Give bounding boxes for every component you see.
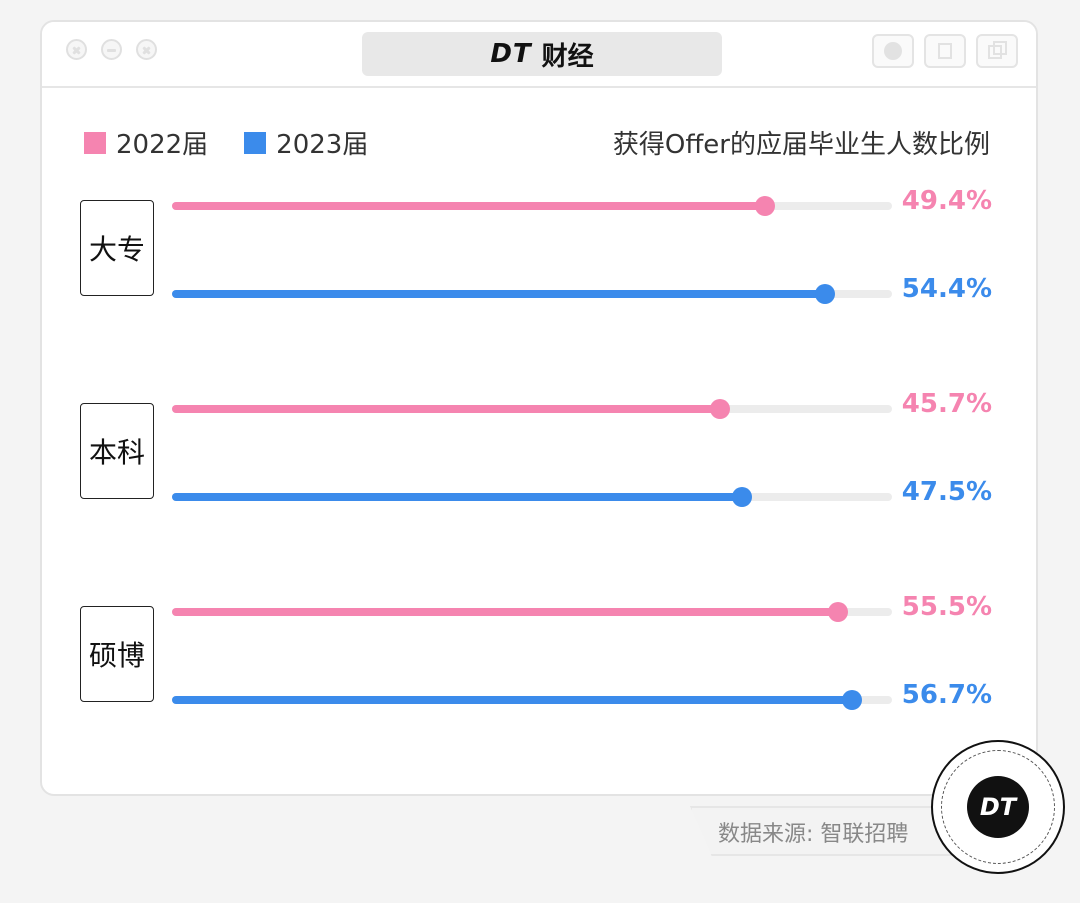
logo-badge-ring	[941, 750, 1055, 864]
category-label: 本科	[80, 403, 154, 499]
logo-badge-text: DT	[979, 793, 1017, 821]
maximize-icon[interactable]	[136, 39, 157, 60]
logo-badge-core: DT	[967, 776, 1029, 838]
bar-end-marker	[828, 602, 848, 622]
bar-end-marker	[842, 690, 862, 710]
brand-logo: DT	[490, 39, 532, 69]
brand-name: 财经	[541, 41, 594, 72]
bar-end-marker	[710, 399, 730, 419]
legend-swatch	[84, 131, 106, 154]
bar	[172, 696, 852, 704]
bar-end-marker	[815, 284, 835, 304]
data-label: 54.4%	[901, 274, 992, 304]
chart-title: 获得Offer的应届毕业生人数比例	[612, 130, 990, 160]
bar-track	[172, 284, 892, 304]
data-label: 47.5%	[901, 477, 992, 507]
category-label: 硕博	[80, 606, 154, 702]
copy-icon[interactable]	[976, 34, 1018, 68]
data-label: 55.5%	[901, 592, 992, 622]
bar-track	[172, 196, 892, 216]
share-icon[interactable]	[924, 34, 966, 68]
source-text: 数据来源: 智联招聘	[718, 822, 909, 847]
legend-swatch	[244, 131, 267, 154]
category-label: 大专	[80, 200, 154, 296]
minimize-icon[interactable]	[101, 39, 122, 60]
close-icon[interactable]	[66, 39, 87, 60]
brand-title: DT 财经	[362, 32, 722, 76]
data-label: 56.7%	[901, 680, 992, 710]
bar	[172, 608, 838, 616]
window-controls	[66, 39, 157, 60]
chart-window: DT 财经 2022届 2023届 获得Offer的应届毕业生人数比例 大专 49…	[40, 20, 1038, 796]
bar-track	[172, 487, 892, 507]
bar-track	[172, 602, 892, 622]
legend-item-2022: 2022届	[84, 124, 208, 161]
bar	[172, 405, 720, 413]
bar-track	[172, 690, 892, 710]
bar	[172, 290, 825, 298]
bar	[172, 493, 742, 501]
bar-track	[172, 399, 892, 419]
legend-label: 2023届	[276, 130, 369, 160]
data-label: 49.4%	[901, 186, 992, 216]
window-actions	[872, 34, 1018, 68]
bar-end-marker	[732, 487, 752, 507]
legend-label: 2022届	[116, 130, 209, 160]
data-label: 45.7%	[901, 389, 992, 419]
legend-item-2023: 2023届	[244, 124, 368, 161]
bar-end-marker	[755, 196, 775, 216]
chart-legend: 2022届 2023届	[84, 124, 368, 161]
bar	[172, 202, 765, 210]
source-tab	[690, 806, 960, 856]
record-icon[interactable]	[872, 34, 914, 68]
title-bar: DT 财经	[42, 22, 1036, 88]
